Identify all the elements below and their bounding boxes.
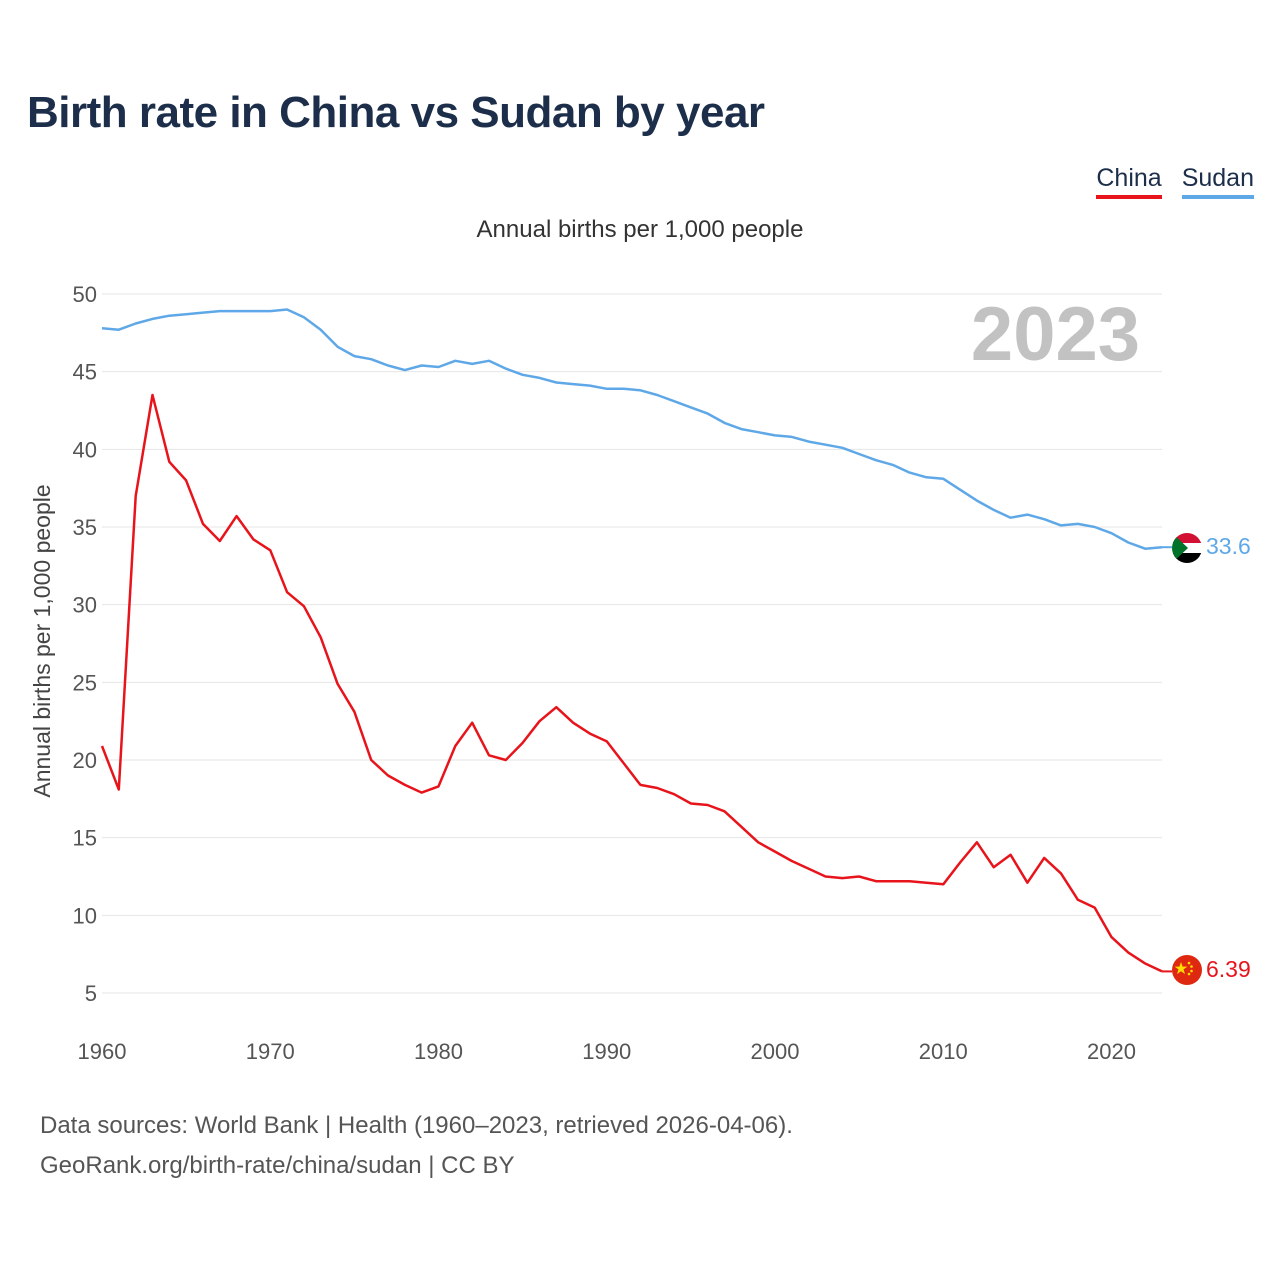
y-tick-label: 15 [73, 826, 97, 851]
chart-title: Birth rate in China vs Sudan by year [27, 88, 765, 137]
x-tick-label: 1970 [246, 1039, 295, 1064]
y-axis-ticks: 5 10 15 20 25 30 35 40 45 50 [73, 282, 97, 1006]
series-line-sudan [101, 308, 1163, 550]
china-flag-icon [1172, 955, 1202, 985]
y-tick-label: 10 [73, 903, 97, 928]
y-axis-title: Annual births per 1,000 people [29, 484, 55, 797]
sudan-flag-icon [1172, 533, 1202, 563]
chart-subtitle: Annual births per 1,000 people [476, 216, 804, 243]
year-watermark: 2023 [971, 292, 1140, 377]
end-label-sudan: 33.6 [1206, 533, 1251, 559]
y-tick-label: 45 [73, 360, 97, 385]
x-tick-label: 2000 [751, 1039, 800, 1064]
series-line-china [100, 393, 1163, 973]
source-line-2: GeoRank.org/birth-rate/china/sudan | CC … [40, 1152, 515, 1179]
source-line-1: Data sources: World Bank | Health (1960–… [40, 1112, 793, 1139]
y-tick-label: 30 [73, 593, 97, 618]
grid-lines [102, 293, 1162, 994]
legend: China Sudan [1096, 164, 1254, 199]
y-tick-label: 25 [73, 670, 97, 695]
y-tick-label: 35 [73, 515, 97, 540]
y-tick-label: 5 [85, 981, 97, 1006]
x-tick-label: 1990 [582, 1039, 631, 1064]
y-tick-label: 20 [73, 748, 97, 773]
x-axis-ticks: 1960 1970 1980 1990 2000 2010 2020 [78, 1039, 1136, 1064]
legend-item-china[interactable]: China [1096, 164, 1162, 199]
x-tick-label: 1980 [414, 1039, 463, 1064]
x-tick-label: 2020 [1087, 1039, 1136, 1064]
x-tick-label: 1960 [78, 1039, 127, 1064]
y-tick-label: 40 [73, 437, 97, 462]
y-tick-label: 50 [73, 282, 97, 307]
data-source: Data sources: World Bank | Health (1960–… [40, 1106, 793, 1186]
x-tick-label: 2010 [919, 1039, 968, 1064]
legend-item-sudan[interactable]: Sudan [1181, 164, 1254, 199]
end-label-china: 6.39 [1206, 956, 1251, 982]
